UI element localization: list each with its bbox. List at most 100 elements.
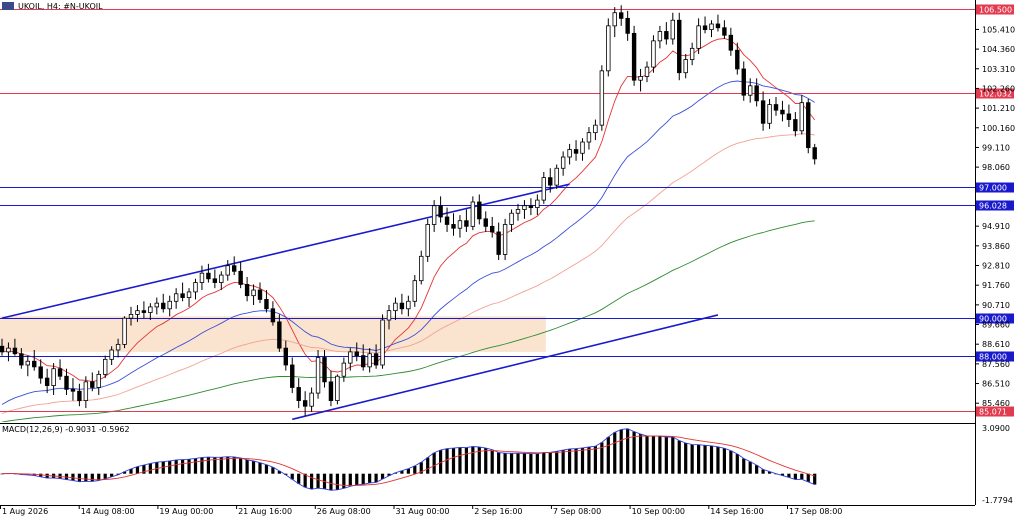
bear-candle-body <box>19 353 24 366</box>
candle <box>315 350 321 399</box>
macd-histogram-bar <box>432 452 436 474</box>
macd-histogram-bar <box>361 473 365 485</box>
bull-candle-body <box>644 66 650 77</box>
macd-histogram-bar <box>329 473 333 491</box>
macd-label: MACD(12,26,9) -0.9031 -0.5962 <box>2 425 130 434</box>
candle <box>438 196 443 223</box>
candle <box>309 387 314 412</box>
macd-histogram-bar <box>458 447 462 474</box>
candle <box>567 143 572 165</box>
candle <box>502 218 508 261</box>
candle <box>360 344 366 371</box>
bear-candle-body <box>773 104 779 111</box>
candle <box>606 18 611 77</box>
candles <box>0 5 817 416</box>
candle <box>44 368 50 394</box>
macd-histogram-bar <box>355 473 359 485</box>
bear-candle-body <box>664 31 669 40</box>
ma-long-line <box>1 220 815 422</box>
price-axis: 3.0900 -1.7794 105.410 104.360 103.310 102.26… <box>975 25 1015 505</box>
macd-histogram-bar <box>142 464 146 474</box>
candle <box>290 357 295 394</box>
bull-candle-body <box>154 302 159 308</box>
candle <box>244 276 250 302</box>
bull-candle-body <box>315 357 321 394</box>
macd-histogram-bar <box>264 464 269 474</box>
candle <box>722 20 727 39</box>
macd-histogram-bar <box>368 473 372 483</box>
bull-candle-body <box>348 351 353 364</box>
bull-candle-body <box>767 104 772 124</box>
candle <box>631 25 637 86</box>
macd-histogram-bar <box>97 473 101 481</box>
macd-histogram-bar <box>84 473 88 482</box>
bull-candle-body <box>580 141 585 154</box>
macd-histogram-bar <box>290 473 294 480</box>
bull-candle-body <box>51 368 56 386</box>
macd-histogram-bar <box>64 473 69 480</box>
channel-lower-line[interactable] <box>292 314 719 421</box>
candle <box>251 284 256 306</box>
price-tick-label: 104.360 <box>982 45 1015 54</box>
bull-candle-body <box>103 358 108 375</box>
time-tick-label: 26 Aug 08:00 <box>317 507 371 516</box>
macd-histogram-bar <box>587 447 591 474</box>
bear-candle-body <box>477 201 482 220</box>
bull-candle-body <box>186 291 192 298</box>
candle <box>702 16 708 34</box>
bear-candle-body <box>180 293 185 298</box>
candle <box>754 78 759 107</box>
bear-candle-body <box>360 355 366 368</box>
macd-histogram-bar <box>658 436 662 474</box>
price-tick-label: 102.260 <box>982 84 1015 93</box>
symbol-label: UKOIL, H4: #N-UKOIL <box>18 2 103 11</box>
bull-candle-body <box>167 300 172 310</box>
bull-candle-body <box>509 212 514 225</box>
macd-histogram-bar <box>626 428 630 474</box>
candle <box>206 263 211 283</box>
bear-candle-body <box>44 377 50 386</box>
candle <box>277 314 282 352</box>
time-tick-label: 7 Sep 08:00 <box>553 507 601 516</box>
candle <box>109 346 114 365</box>
macd-histogram-bar <box>310 473 314 490</box>
candle <box>83 376 89 409</box>
bear-candle-body <box>444 216 450 225</box>
candle <box>51 363 56 395</box>
level-tag <box>976 182 1014 193</box>
bull-candle-body <box>425 224 430 257</box>
candle <box>548 168 553 193</box>
macd-histogram-bar <box>509 453 514 474</box>
bull-candle-body <box>606 25 611 72</box>
candle <box>328 370 334 407</box>
macd-histogram-bar <box>400 470 404 474</box>
macd-histogram-bar <box>155 462 159 474</box>
macd-histogram-bar <box>709 445 714 474</box>
macd-histogram-bar <box>451 448 456 474</box>
candle <box>225 260 230 281</box>
level-tag <box>976 4 1014 15</box>
macd-histogram-bar <box>439 450 443 474</box>
macd-histogram-bar <box>71 473 75 481</box>
candle <box>199 265 205 291</box>
macd-histogram-bar <box>548 452 552 474</box>
bear-candle-body <box>715 23 721 29</box>
macd-histogram-bar <box>316 473 320 489</box>
candle <box>348 348 353 371</box>
bear-candle-body <box>231 265 237 272</box>
candle <box>141 301 147 319</box>
bear-candle-body <box>722 27 727 36</box>
candle <box>412 275 417 307</box>
horizontal-levels[interactable]: 106.500 102.032 97.000 96.028 90.000 88.000 85… <box>0 4 1014 417</box>
level-tag <box>976 313 1014 324</box>
bull-candle-body <box>419 255 424 282</box>
macd-histogram-bar <box>129 468 133 474</box>
macd-histogram-bar <box>426 457 430 474</box>
bull-candle-body <box>651 40 656 68</box>
candle <box>103 355 108 379</box>
price-tick-label: 100.160 <box>982 124 1015 133</box>
candle <box>619 5 624 26</box>
bear-candle-body <box>702 25 708 31</box>
macd-histogram-bar <box>568 448 572 474</box>
